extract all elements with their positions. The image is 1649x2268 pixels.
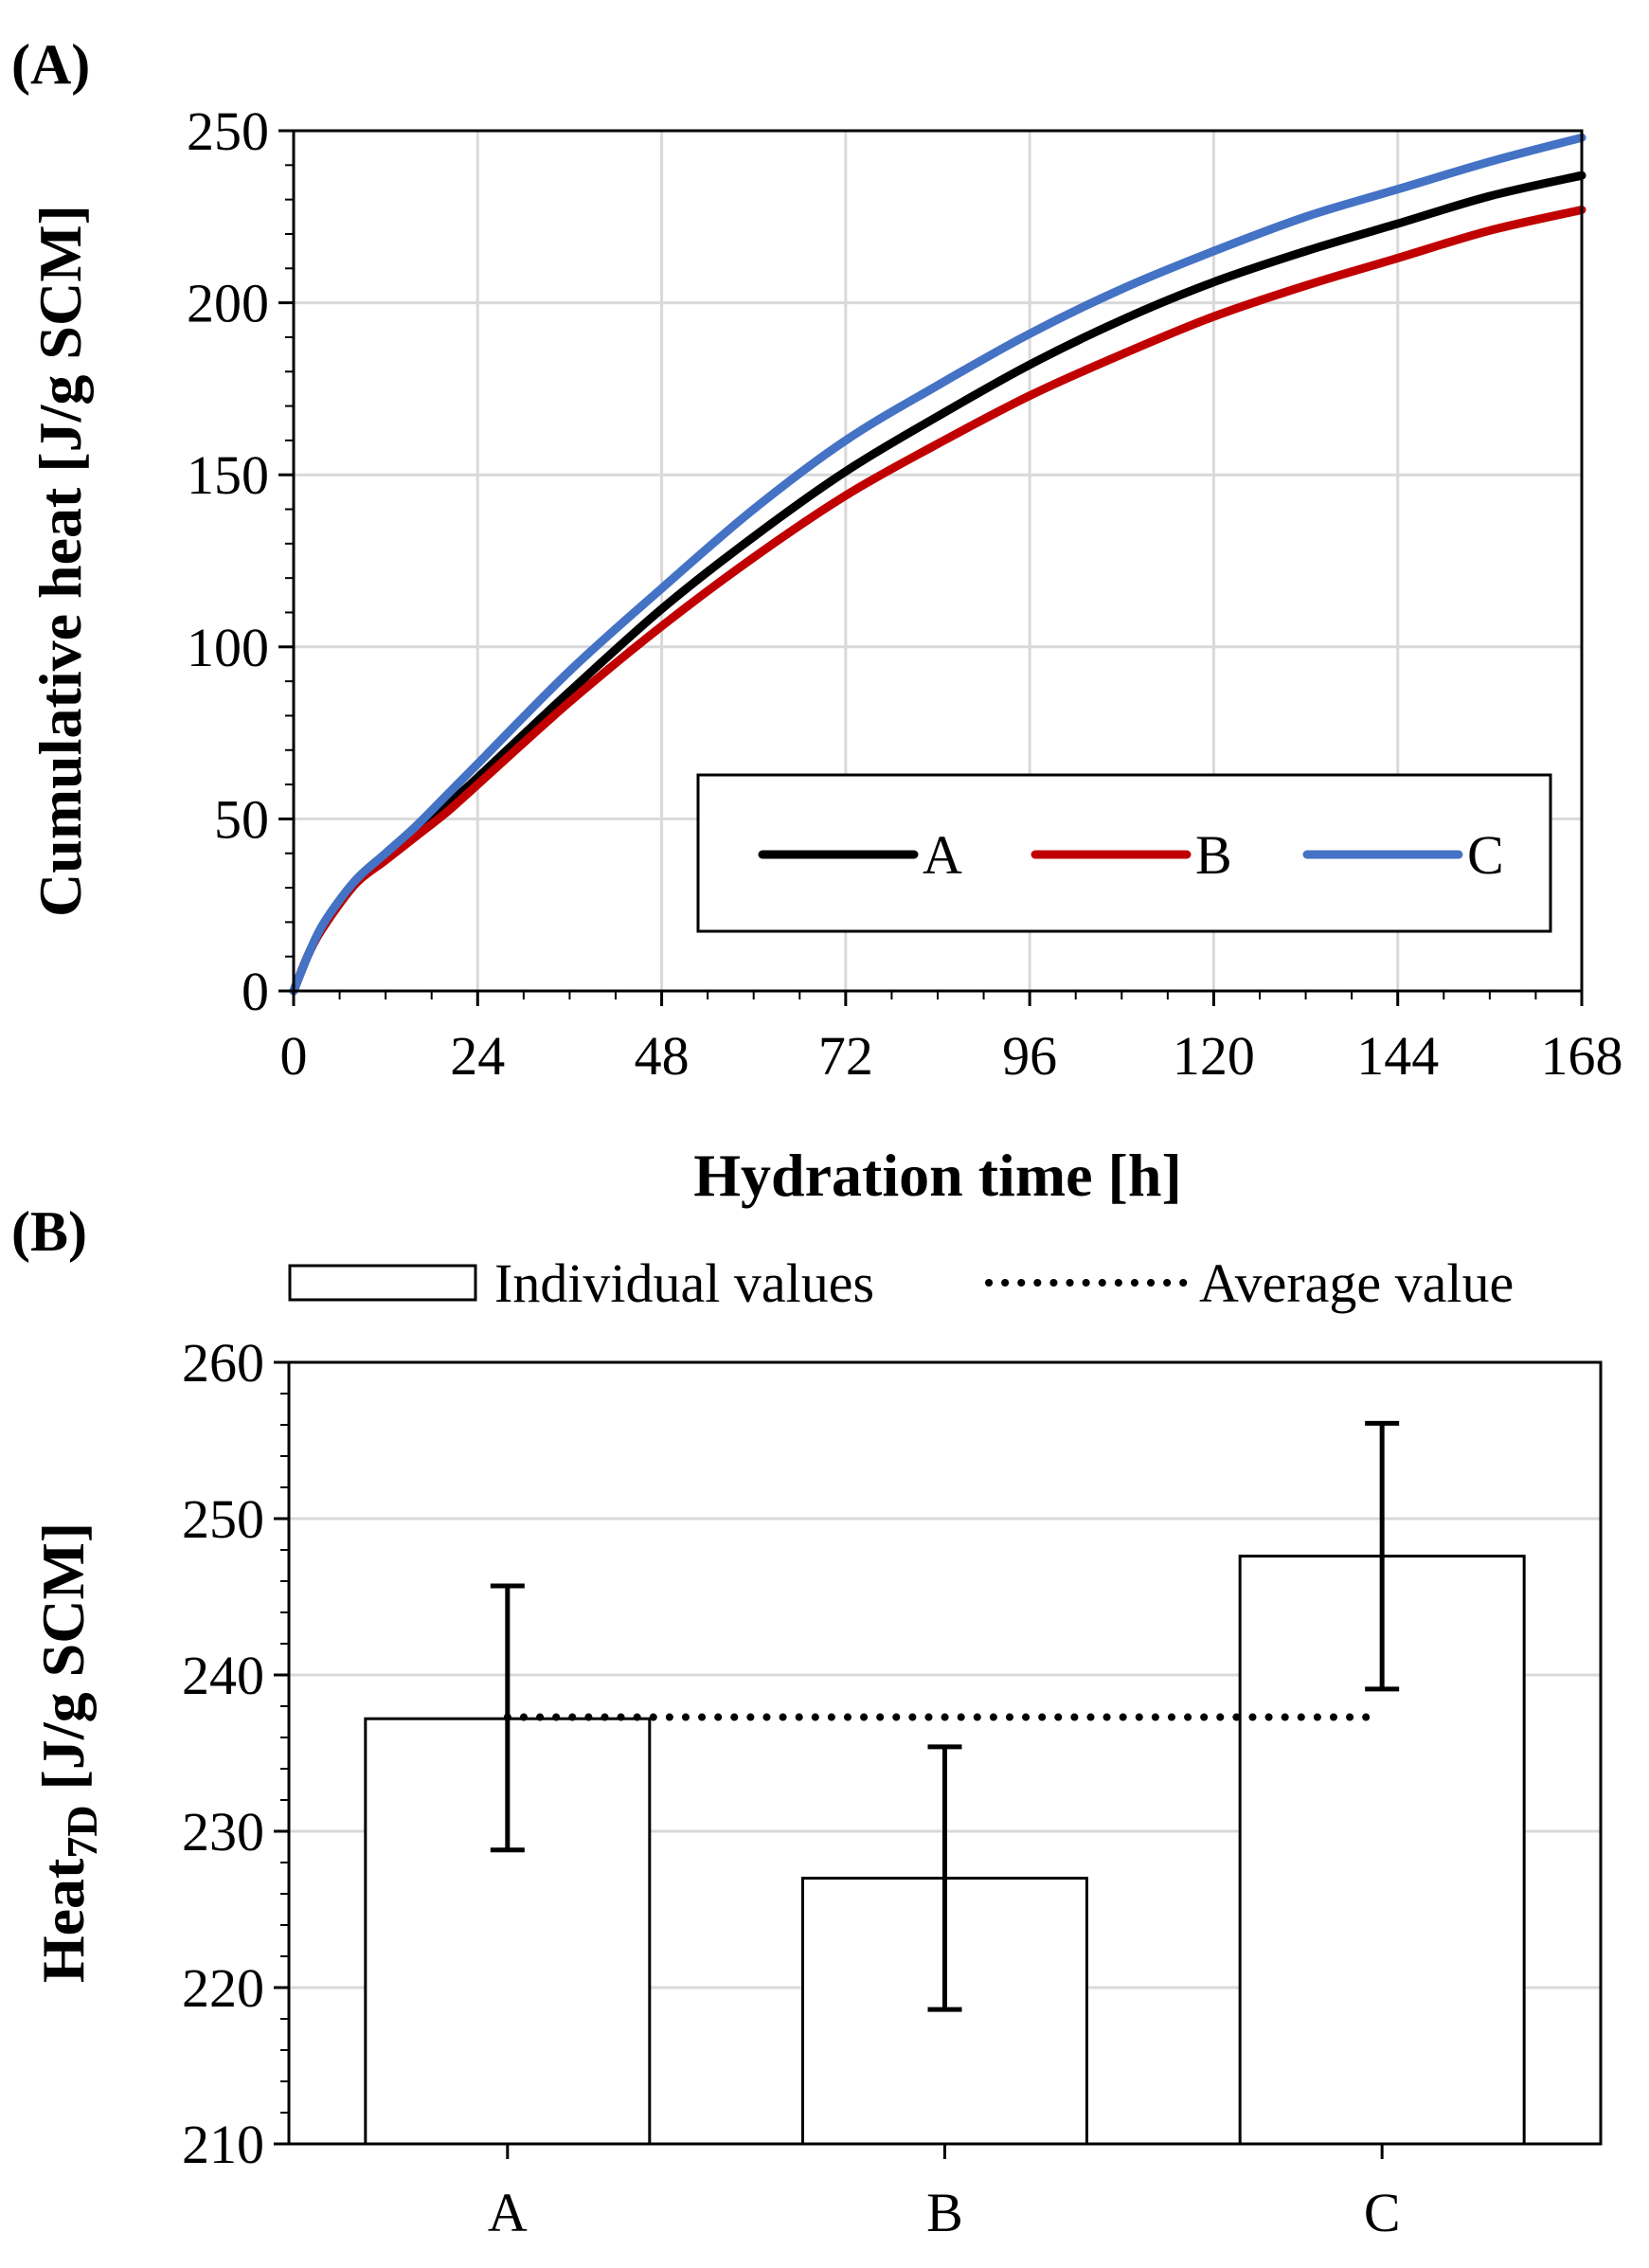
- y-tick-label: 260: [182, 1332, 264, 1394]
- y-tick-label: 210: [182, 2114, 264, 2175]
- y-tick-label: 200: [187, 273, 269, 334]
- x-tick-label: 96: [1002, 1025, 1057, 1087]
- panel-b-bar-chart: (B) Individual values Average value 2102…: [11, 1200, 1603, 2243]
- y-tick-label: 240: [182, 1645, 264, 1706]
- x-tick-label: 72: [818, 1025, 873, 1087]
- panel-a-legend: A B C: [696, 773, 1552, 933]
- panel-b-label: (B): [11, 1200, 87, 1263]
- panel-b-ticks: 210 220 230 240 250 260 A B C: [182, 1332, 1401, 2243]
- panel-a-ticks: 0 24 48 72 96 120 144 168 0 50 100 150 200 250: [187, 100, 1623, 1087]
- y-title-main: Heat: [29, 1858, 97, 1983]
- y-tick-label: 250: [182, 1488, 264, 1550]
- legend-label-c: C: [1467, 824, 1504, 886]
- x-tick-label: 48: [635, 1025, 690, 1087]
- panel-a-y-axis-title: Cumulative heat [J/g SCM]: [27, 205, 94, 917]
- panel-a-gridlines: [294, 131, 1582, 991]
- y-tick-label: 150: [187, 444, 269, 506]
- y-tick-label: 250: [187, 100, 269, 162]
- y-title-rest: [J/g SCM]: [29, 1522, 97, 1806]
- panel-b-error-bars: [490, 1420, 1400, 2012]
- legend-average-value: Average value: [1199, 1252, 1514, 1314]
- panel-b-y-axis-title: Heat7D [J/g SCM]: [29, 1522, 106, 1983]
- legend-label-a: A: [923, 824, 962, 886]
- panel-a-series: [289, 133, 1586, 996]
- y-tick-label: 0: [242, 961, 269, 1022]
- legend-individual-values: Individual values: [494, 1252, 874, 1314]
- y-tick-label: 50: [214, 788, 269, 850]
- x-tick-label: 0: [280, 1025, 308, 1087]
- panel-a-label: (A): [11, 33, 90, 96]
- x-tick-label-a: A: [488, 2182, 528, 2243]
- y-tick-label: 230: [182, 1801, 264, 1863]
- y-tick-label: 220: [182, 1957, 264, 2019]
- x-tick-label-b: B: [926, 2182, 963, 2243]
- y-tick-label: 100: [187, 617, 269, 678]
- x-tick-label: 24: [450, 1025, 505, 1087]
- legend-bar-swatch: [288, 1264, 477, 1302]
- y-title-subscript: 7D: [58, 1805, 106, 1858]
- x-tick-label-c: C: [1364, 2182, 1401, 2243]
- panel-a-line-chart: (A) 0 24 48 72 96 120 144 168 0 50 100 150 200 250 Hy…: [11, 33, 1623, 1209]
- series-line-b: [289, 206, 1586, 996]
- x-tick-label: 168: [1541, 1025, 1623, 1087]
- series-line-c: [289, 133, 1586, 996]
- x-tick-label: 144: [1356, 1025, 1439, 1087]
- panel-b-legend: Individual values Average value: [288, 1252, 1514, 1314]
- x-tick-label: 120: [1173, 1025, 1255, 1087]
- panel-a-x-axis-title: Hydration time [h]: [693, 1142, 1182, 1209]
- legend-label-b: B: [1195, 824, 1232, 886]
